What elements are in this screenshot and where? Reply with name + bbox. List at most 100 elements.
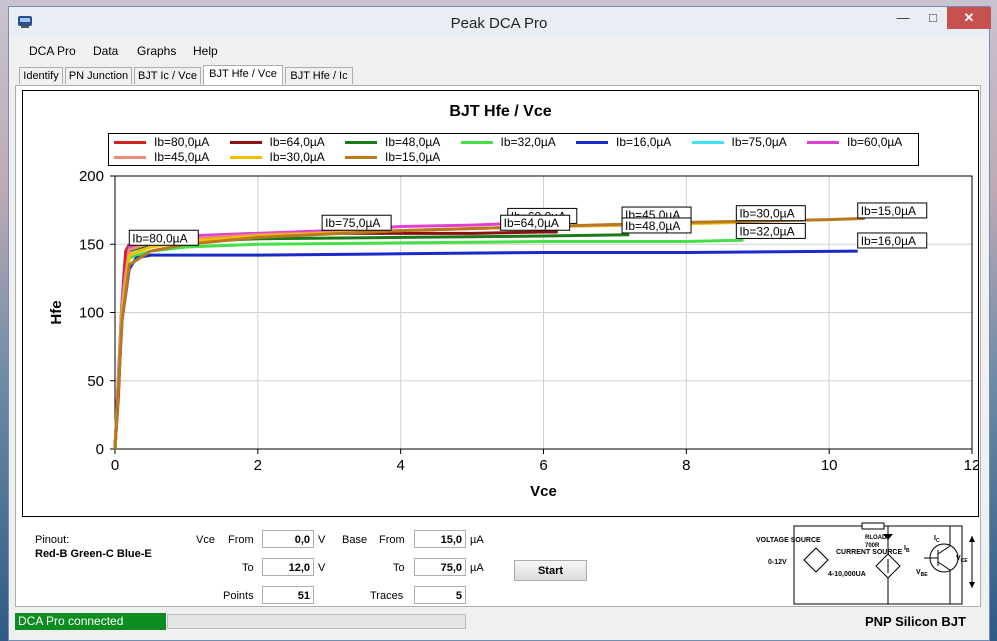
- data-label-text: Ib=48,0µA: [625, 219, 680, 233]
- series-line-9: [113, 216, 865, 450]
- legend-label: Ib=64,0µA: [269, 135, 325, 149]
- plot-frame: [114, 175, 973, 450]
- x-axis-label: Vce: [530, 483, 557, 500]
- data-label-box: [321, 214, 392, 231]
- legend-label: Ib=48,0µA: [385, 135, 441, 149]
- pinout-label: Pinout:: [35, 534, 70, 546]
- vce-sch-label: V: [956, 555, 961, 562]
- vce-from-unit: V: [318, 534, 326, 546]
- data-label: Ib=48,0µA: [621, 217, 692, 234]
- legend-label: Ib=15,0µA: [385, 150, 441, 164]
- menu-bar: DCA Pro Data Graphs Help: [9, 41, 989, 61]
- legend-swatch: [345, 156, 377, 160]
- x-tick-label: 4: [396, 457, 404, 474]
- vce-from-label: From: [228, 534, 254, 546]
- data-label-box: [500, 214, 571, 231]
- legend-item: Ib=64,0µA: [229, 135, 325, 150]
- minimize-button[interactable]: —: [896, 10, 910, 25]
- maximize-button[interactable]: □: [929, 10, 937, 25]
- legend-label: Ib=60,0µA: [847, 135, 903, 149]
- legend-swatch: [691, 141, 724, 145]
- legend-item: Ib=30,0µA: [229, 150, 325, 165]
- voltage-source-label: VOLTAGE SOURCE: [756, 537, 821, 544]
- start-button[interactable]: Start: [514, 560, 587, 581]
- tab-bjt-ic-vce[interactable]: BJT Ic / Vce: [134, 67, 201, 84]
- legend-label: Ib=32,0µA: [500, 135, 556, 149]
- points-field[interactable]: 51: [262, 586, 314, 604]
- base-to-unit: µA: [470, 562, 484, 574]
- tab-content: 0 2 4 6 8 10 12 0 50 100 150 200 Vce Hfe Ib=80,0µA Ib=7…: [15, 85, 981, 607]
- data-label: Ib=15,0µA: [857, 202, 928, 219]
- voltage-range-label: 0-12V: [768, 559, 787, 566]
- vce-to-label: To: [242, 562, 254, 574]
- y-tick-label: 50: [87, 373, 104, 390]
- ic-sub: C: [936, 538, 940, 544]
- data-label-box: [857, 202, 928, 219]
- data-label-text: Ib=80,0µA: [132, 231, 187, 245]
- device-type-label: PNP Silicon BJT: [865, 614, 966, 629]
- svg-text:IB: IB: [904, 545, 910, 554]
- chart-panel: 0 2 4 6 8 10 12 0 50 100 150 200 Vce Hfe Ib=80,0µA Ib=7…: [22, 90, 979, 517]
- y-tick-label: 200: [79, 168, 104, 185]
- legend-item: Ib=32,0µA: [460, 135, 556, 150]
- points-label: Points: [223, 590, 254, 602]
- chart-legend: Ib=80,0µA Ib=64,0µA Ib=48,0µA Ib=32,0µA Ib=1…: [108, 133, 919, 166]
- svg-text:VBE: VBE: [916, 569, 928, 578]
- legend-label: Ib=75,0µA: [731, 135, 787, 149]
- vce-to-field[interactable]: 12,0: [262, 558, 314, 576]
- menu-graphs[interactable]: Graphs: [137, 44, 177, 58]
- app-window: Peak DCA Pro — □ ✕ DCA Pro Data Graphs H…: [8, 6, 991, 641]
- menu-data[interactable]: Data: [93, 44, 119, 58]
- data-label: Ib=32,0µA: [735, 222, 806, 239]
- chart-title: BJT Hfe / Vce: [449, 103, 552, 120]
- close-button[interactable]: ✕: [947, 7, 991, 29]
- vce-sub: CE: [961, 558, 969, 564]
- data-label-text: Ib=64,0µA: [504, 216, 559, 230]
- traces-label: Traces: [370, 590, 404, 602]
- title-bar[interactable]: Peak DCA Pro — □ ✕: [9, 7, 991, 37]
- menu-help[interactable]: Help: [193, 44, 218, 58]
- legend-swatch: [114, 141, 146, 145]
- legend-item: Ib=75,0µA: [691, 135, 787, 150]
- x-tick-label: 0: [111, 457, 119, 474]
- svg-text:VCE: VCE: [956, 555, 968, 564]
- legend-item: Ib=80,0µA: [114, 135, 209, 150]
- svg-text:IC: IC: [934, 535, 940, 544]
- y-tick-label: 100: [79, 305, 104, 322]
- data-label-text: Ib=16,0µA: [861, 234, 916, 248]
- legend-label: Ib=30,0µA: [269, 150, 325, 164]
- base-to-field[interactable]: 75,0: [414, 558, 466, 576]
- vbe-label: V: [916, 569, 921, 576]
- base-from-field[interactable]: 15,0: [414, 530, 466, 548]
- legend-swatch: [460, 141, 493, 145]
- legend-swatch: [576, 141, 608, 145]
- data-label: Ib=75,0µA: [321, 214, 392, 231]
- base-label: Base: [342, 534, 368, 546]
- tab-bjt-hfe-ic[interactable]: BJT Hfe / Ic: [285, 67, 353, 84]
- menu-dca-pro[interactable]: DCA Pro: [29, 44, 76, 58]
- data-label-text: Ib=30,0µA: [739, 207, 794, 221]
- legend-item: Ib=60,0µA: [807, 135, 902, 150]
- y-tick-label: 150: [79, 236, 104, 253]
- vce-from-field[interactable]: 0,0: [262, 530, 314, 548]
- data-label-box: [857, 232, 928, 249]
- data-label-text: Ib=32,0µA: [739, 224, 794, 238]
- connection-status: DCA Pro connected: [15, 613, 166, 630]
- legend-label: Ib=45,0µA: [154, 150, 210, 164]
- traces-field[interactable]: 5: [414, 586, 466, 604]
- tab-bjt-hfe-vce[interactable]: BJT Hfe / Vce: [203, 65, 283, 85]
- data-label: Ib=30,0µA: [735, 205, 806, 222]
- chart-svg: 0 2 4 6 8 10 12 0 50 100 150 200 Vce Hfe Ib=80,0µA Ib=7…: [48, 168, 978, 500]
- circuit-schematic: VOLTAGE SOURCE 0-12V CURRENT SOURCE 4-10…: [756, 522, 975, 605]
- legend-swatch: [345, 141, 377, 145]
- base-to-label: To: [393, 562, 405, 574]
- legend-label: Ib=16,0µA: [616, 135, 672, 149]
- data-label-box: [128, 229, 199, 246]
- data-label: Ib=64,0µA: [500, 214, 571, 231]
- tab-identify[interactable]: Identify: [19, 67, 63, 84]
- data-label-text: Ib=15,0µA: [861, 204, 916, 218]
- ib-sub: B: [906, 548, 910, 554]
- app-icon: [18, 16, 32, 28]
- legend-item: Ib=16,0µA: [576, 135, 671, 150]
- tab-pn-junction[interactable]: PN Junction: [65, 67, 132, 84]
